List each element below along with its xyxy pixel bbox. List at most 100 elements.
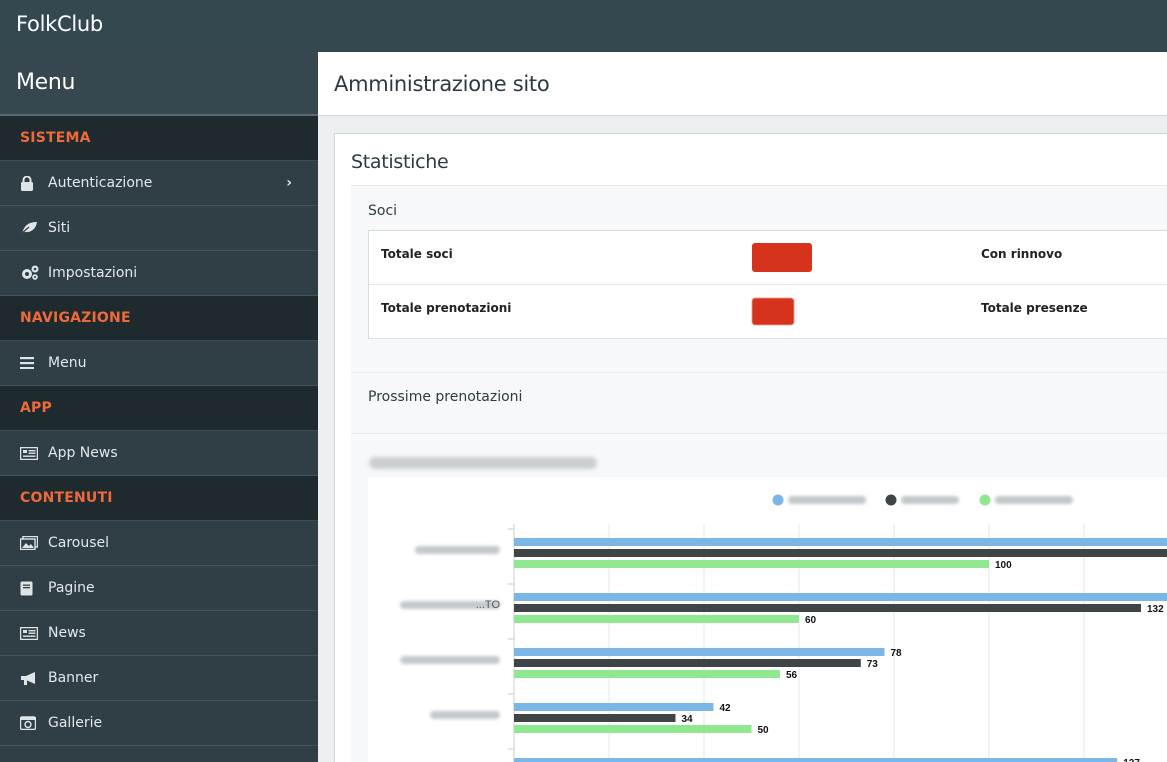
bullhorn-icon	[20, 671, 42, 686]
chart-bar	[514, 593, 1167, 601]
sidebar-heading-label: Menu	[16, 70, 76, 95]
sidebar-item-app-news[interactable]: App News	[0, 431, 318, 476]
gears-icon	[20, 265, 42, 281]
category-label: ...TO	[476, 599, 501, 611]
totale-prenotazioni-label: Totale prenotazioni	[381, 301, 512, 315]
chart-bar	[514, 615, 799, 623]
data-label: 42	[720, 703, 732, 714]
book-icon	[20, 581, 42, 596]
newspaper-icon	[20, 626, 42, 640]
section-contenuti: CONTENUTI	[0, 476, 318, 521]
bar-chart: 100 ...TO 132 60 78 73 56 42 34 50 127	[368, 477, 1167, 762]
sidebar-item-pagine[interactable]: Pagine	[0, 566, 318, 611]
prossime-prenotazioni-label: Prossime prenotazioni	[368, 389, 523, 405]
legend-label-blurred	[995, 496, 1073, 504]
data-label: 73	[867, 659, 879, 670]
category-label-blurred	[400, 601, 500, 609]
sidebar: Menu SISTEMA Autenticazione › Siti Impos…	[0, 52, 318, 762]
leaf-icon	[20, 221, 42, 235]
app-brand[interactable]: FolkClub	[16, 12, 103, 36]
category-label-blurred	[400, 656, 500, 664]
category-label-blurred	[430, 711, 500, 719]
sidebar-item-impostazioni[interactable]: Impostazioni	[0, 251, 318, 296]
redacted-value	[752, 298, 794, 325]
sidebar-item-label: Pagine	[48, 580, 95, 596]
sidebar-item-label: App News	[48, 445, 118, 461]
chart-bar	[514, 670, 780, 678]
legend-marker	[772, 494, 784, 506]
data-label: 100	[995, 560, 1012, 571]
sidebar-item-label: Gallerie	[48, 715, 103, 731]
chart-bar	[514, 659, 861, 667]
blurred-chart-title	[369, 457, 597, 469]
legend-label-blurred	[901, 496, 959, 504]
sidebar-item-label: News	[48, 625, 86, 641]
sidebar-item-autenticazione[interactable]: Autenticazione ›	[0, 161, 318, 206]
section-title: SISTEMA	[20, 130, 91, 146]
divider	[351, 433, 1167, 434]
chart-bar	[514, 538, 1167, 546]
section-navigazione: NAVIGAZIONE	[0, 296, 318, 341]
section-app: APP	[0, 386, 318, 431]
data-label: 50	[758, 725, 770, 736]
section-sistema: SISTEMA	[0, 116, 318, 161]
sidebar-item-label: Menu	[48, 355, 87, 371]
data-label: 132	[1147, 604, 1164, 615]
soci-table: Totale soci Con rinnovo Totale prenotazi…	[368, 230, 1167, 339]
chart-bar	[514, 725, 752, 733]
data-label: 60	[805, 615, 817, 626]
main-content: Amministrazione sito Statistiche Soci To…	[318, 52, 1167, 762]
chart-bar	[514, 758, 1118, 762]
legend-marker	[885, 494, 897, 506]
data-label: 78	[891, 648, 903, 659]
sidebar-item-siti[interactable]: Siti	[0, 206, 318, 251]
statistics-body: Soci Totale soci Con rinnovo Totale pren…	[351, 185, 1167, 762]
sidebar-item-carousel[interactable]: Carousel	[0, 521, 318, 566]
camera-icon	[20, 716, 42, 730]
data-label: 127	[1123, 758, 1140, 762]
chart-bar	[514, 549, 1167, 557]
totale-soci-label: Totale soci	[381, 247, 453, 261]
totale-presenze-label: Totale presenze	[981, 301, 1088, 315]
chart-bar	[514, 648, 885, 656]
sidebar-item-label: Impostazioni	[48, 265, 138, 281]
bars-icon	[20, 357, 42, 369]
sidebar-item-label: Banner	[48, 670, 99, 686]
sidebar-item-banner[interactable]: Banner	[0, 656, 318, 701]
section-title: CONTENUTI	[20, 490, 113, 506]
chart-bar	[514, 604, 1141, 612]
chart-bar	[514, 560, 989, 568]
sidebar-item-label: Siti	[48, 220, 71, 236]
page-title: Amministrazione sito	[334, 71, 550, 96]
legend-label-blurred	[788, 496, 866, 504]
newspaper-icon	[20, 446, 42, 460]
sidebar-item-gallerie[interactable]: Gallerie	[0, 701, 318, 746]
chart-svg: 100 ...TO 132 60 78 73 56 42 34 50 127	[400, 494, 1167, 762]
chart-bar	[514, 714, 676, 722]
statistics-panel: Statistiche Soci Totale soci Con rinnovo…	[334, 133, 1167, 762]
divider	[351, 372, 1167, 373]
lock-icon	[20, 175, 42, 191]
data-label: 56	[786, 670, 798, 681]
table-row: Totale soci Con rinnovo	[369, 231, 1167, 285]
category-label-blurred	[415, 546, 500, 554]
images-icon	[20, 536, 42, 550]
table-row: Totale prenotazioni Totale presenze	[369, 285, 1167, 339]
soci-label: Soci	[368, 203, 398, 219]
data-label: 34	[682, 714, 694, 725]
top-navbar: FolkClub	[0, 0, 1167, 52]
section-title: APP	[20, 400, 52, 416]
chevron-right-icon: ›	[286, 175, 292, 191]
sidebar-heading: Menu	[0, 52, 318, 116]
sidebar-item-label: Carousel	[48, 535, 110, 551]
sidebar-item-menu[interactable]: Menu	[0, 341, 318, 386]
con-rinnovo-label: Con rinnovo	[981, 247, 1063, 261]
chart-bar	[514, 703, 714, 711]
section-title: NAVIGAZIONE	[20, 310, 131, 326]
legend-marker	[979, 494, 991, 506]
redacted-value	[752, 243, 812, 272]
panel-title: Statistiche	[351, 151, 449, 173]
sidebar-item-news[interactable]: News	[0, 611, 318, 656]
sidebar-item-label: Autenticazione	[48, 175, 153, 191]
page-header: Amministrazione sito	[318, 52, 1167, 116]
